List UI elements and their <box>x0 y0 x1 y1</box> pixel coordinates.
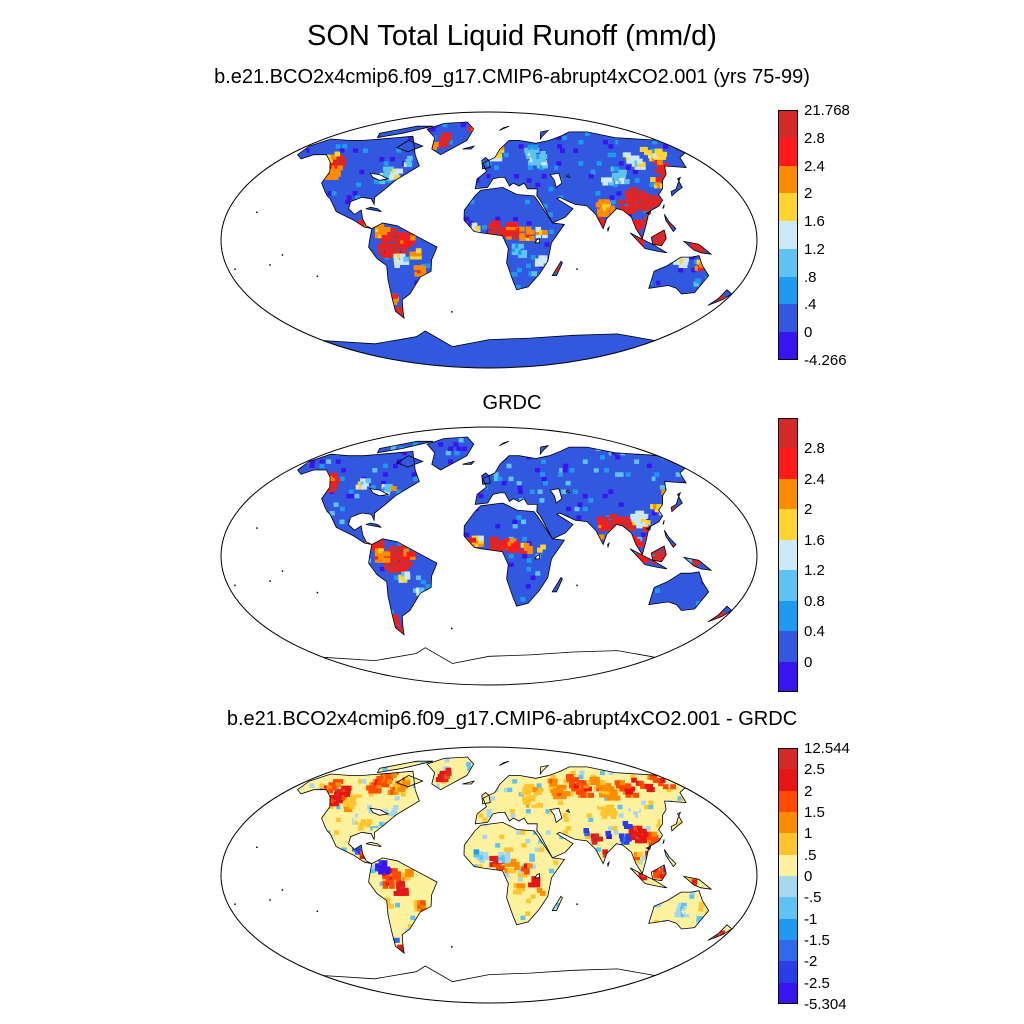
colorbar-swatch <box>778 304 798 333</box>
panel-diff-title: b.e21.BCO2x4cmip6.f09_g17.CMIP6-abrupt4x… <box>226 708 798 730</box>
colorbar-label: 1 <box>804 825 813 843</box>
colorbar-swatch <box>778 600 798 632</box>
island-mark <box>269 580 271 582</box>
colorbar-swatch <box>778 918 798 941</box>
colorbar-label: -5.304 <box>804 996 847 1013</box>
colorbar-swatch <box>778 539 798 571</box>
panel-model-title: b.e21.BCO2x4cmip6.f09_g17.CMIP6-abrupt4x… <box>214 66 810 88</box>
island-mark <box>451 627 453 630</box>
colorbar-swatch <box>778 982 798 1005</box>
island-mark <box>256 211 258 214</box>
island-mark <box>316 910 319 913</box>
island-mark <box>234 268 236 270</box>
colorbar-label: 2.8 <box>804 440 825 458</box>
colorbar-label: 0.8 <box>804 592 825 610</box>
colorbar-swatch <box>778 748 798 770</box>
colorbar-label: 1.5 <box>804 804 825 821</box>
colorbar-swatch <box>778 661 798 693</box>
colorbar-label: 1.2 <box>804 240 825 258</box>
grdc-runoff-map <box>220 426 758 686</box>
colorbar-swatch <box>778 876 798 898</box>
colorbar-swatch <box>778 631 798 663</box>
island-mark <box>256 527 258 529</box>
colorbar-label: 2 <box>804 501 813 519</box>
colorbar-label: -2 <box>804 953 818 971</box>
colorbar-swatch <box>778 137 798 167</box>
colorbar-label: 2.5 <box>804 761 825 779</box>
land-fill <box>297 437 732 635</box>
island-mark <box>316 591 319 594</box>
colorbar-swatch <box>778 165 798 194</box>
island-mark <box>576 584 578 587</box>
colorbar-swatch <box>778 478 798 510</box>
land-fill <box>297 757 732 954</box>
island-mark <box>316 275 319 278</box>
colorbar-label: .4 <box>804 296 817 314</box>
colorbar-swatch <box>778 790 798 813</box>
colorbar-label: -1 <box>804 910 818 928</box>
difference-runoff-map <box>220 746 758 1004</box>
figure-title: SON Total Liquid Runoff (mm/d) <box>307 20 717 52</box>
island-mark <box>281 889 284 891</box>
grdc-colorbar: 2.8 2.4 2 1.6 1.2 0.8 0.4 0 <box>778 418 825 693</box>
colorbar-swatch <box>778 961 798 984</box>
colorbar-swatch <box>778 854 798 877</box>
map-border <box>220 426 758 686</box>
colorbar-swatch <box>778 769 798 792</box>
colorbar-label: -2.5 <box>804 974 830 992</box>
colorbar-swatch <box>778 570 798 602</box>
colorbar-label: -4.266 <box>804 352 847 369</box>
colorbar-label: -1.5 <box>804 932 830 949</box>
coastlines <box>297 436 733 685</box>
island-mark <box>576 268 578 270</box>
colorbar-label: 2 <box>804 185 813 203</box>
colorbar-label: 1.6 <box>804 531 825 549</box>
colorbar-swatch <box>778 940 798 962</box>
colorbar-swatch <box>778 110 798 139</box>
colorbar-swatch <box>778 221 798 250</box>
colorbar-label: 0 <box>804 653 813 671</box>
colorbar-label: 2.8 <box>804 129 825 147</box>
colorbar-label: 2.4 <box>804 157 825 175</box>
colorbar-label: .8 <box>804 268 817 286</box>
colorbar-swatch <box>778 332 798 361</box>
colorbar-label: 0.4 <box>804 623 825 641</box>
model-runoff-map <box>220 111 758 369</box>
island-mark <box>281 254 284 256</box>
colorbar-label: 2 <box>804 782 813 800</box>
island-mark <box>451 311 453 313</box>
map-border <box>220 746 758 1004</box>
island-mark <box>576 903 578 905</box>
colorbar-swatch <box>778 418 798 449</box>
colorbar-swatch <box>778 193 798 222</box>
colorbar-label: 0 <box>804 324 813 342</box>
island-mark <box>234 584 236 587</box>
model-colorbar: 21.768 2.8 2.4 2 1.6 1.2 .8 .4 0 -4.266 <box>778 103 850 368</box>
land-fill <box>297 122 732 368</box>
colorbar-label: 12.544 <box>804 740 850 757</box>
colorbar-label: 21.768 <box>804 102 850 119</box>
colorbar-label: .5 <box>804 846 817 864</box>
colorbar-label: 2.4 <box>804 470 825 488</box>
island-mark <box>281 570 284 572</box>
island-mark <box>269 264 271 266</box>
map-border <box>220 111 758 369</box>
colorbar-swatch <box>778 897 798 920</box>
panel-grdc-title: GRDC <box>482 392 542 414</box>
colorbar-label: 1.2 <box>804 562 825 580</box>
island-mark <box>269 899 271 901</box>
colorbar-swatch <box>778 833 798 856</box>
colorbar-swatch <box>778 448 798 480</box>
island-mark <box>234 903 236 905</box>
colorbar-label: -.5 <box>804 889 822 907</box>
colorbar-swatch <box>778 509 798 541</box>
difference-colorbar: 12.544 2.5 2 1.5 1.5 0 -.5 -1 -1.5 -2 -2.5 -5.304 <box>778 741 850 1012</box>
colorbar-label: 1.6 <box>804 213 825 231</box>
colorbar-swatch <box>778 812 798 834</box>
island-mark <box>451 946 453 948</box>
island-mark <box>256 846 258 849</box>
colorbar-label: 0 <box>804 868 813 885</box>
colorbar-swatch <box>778 276 798 305</box>
colorbar-swatch <box>778 248 798 278</box>
